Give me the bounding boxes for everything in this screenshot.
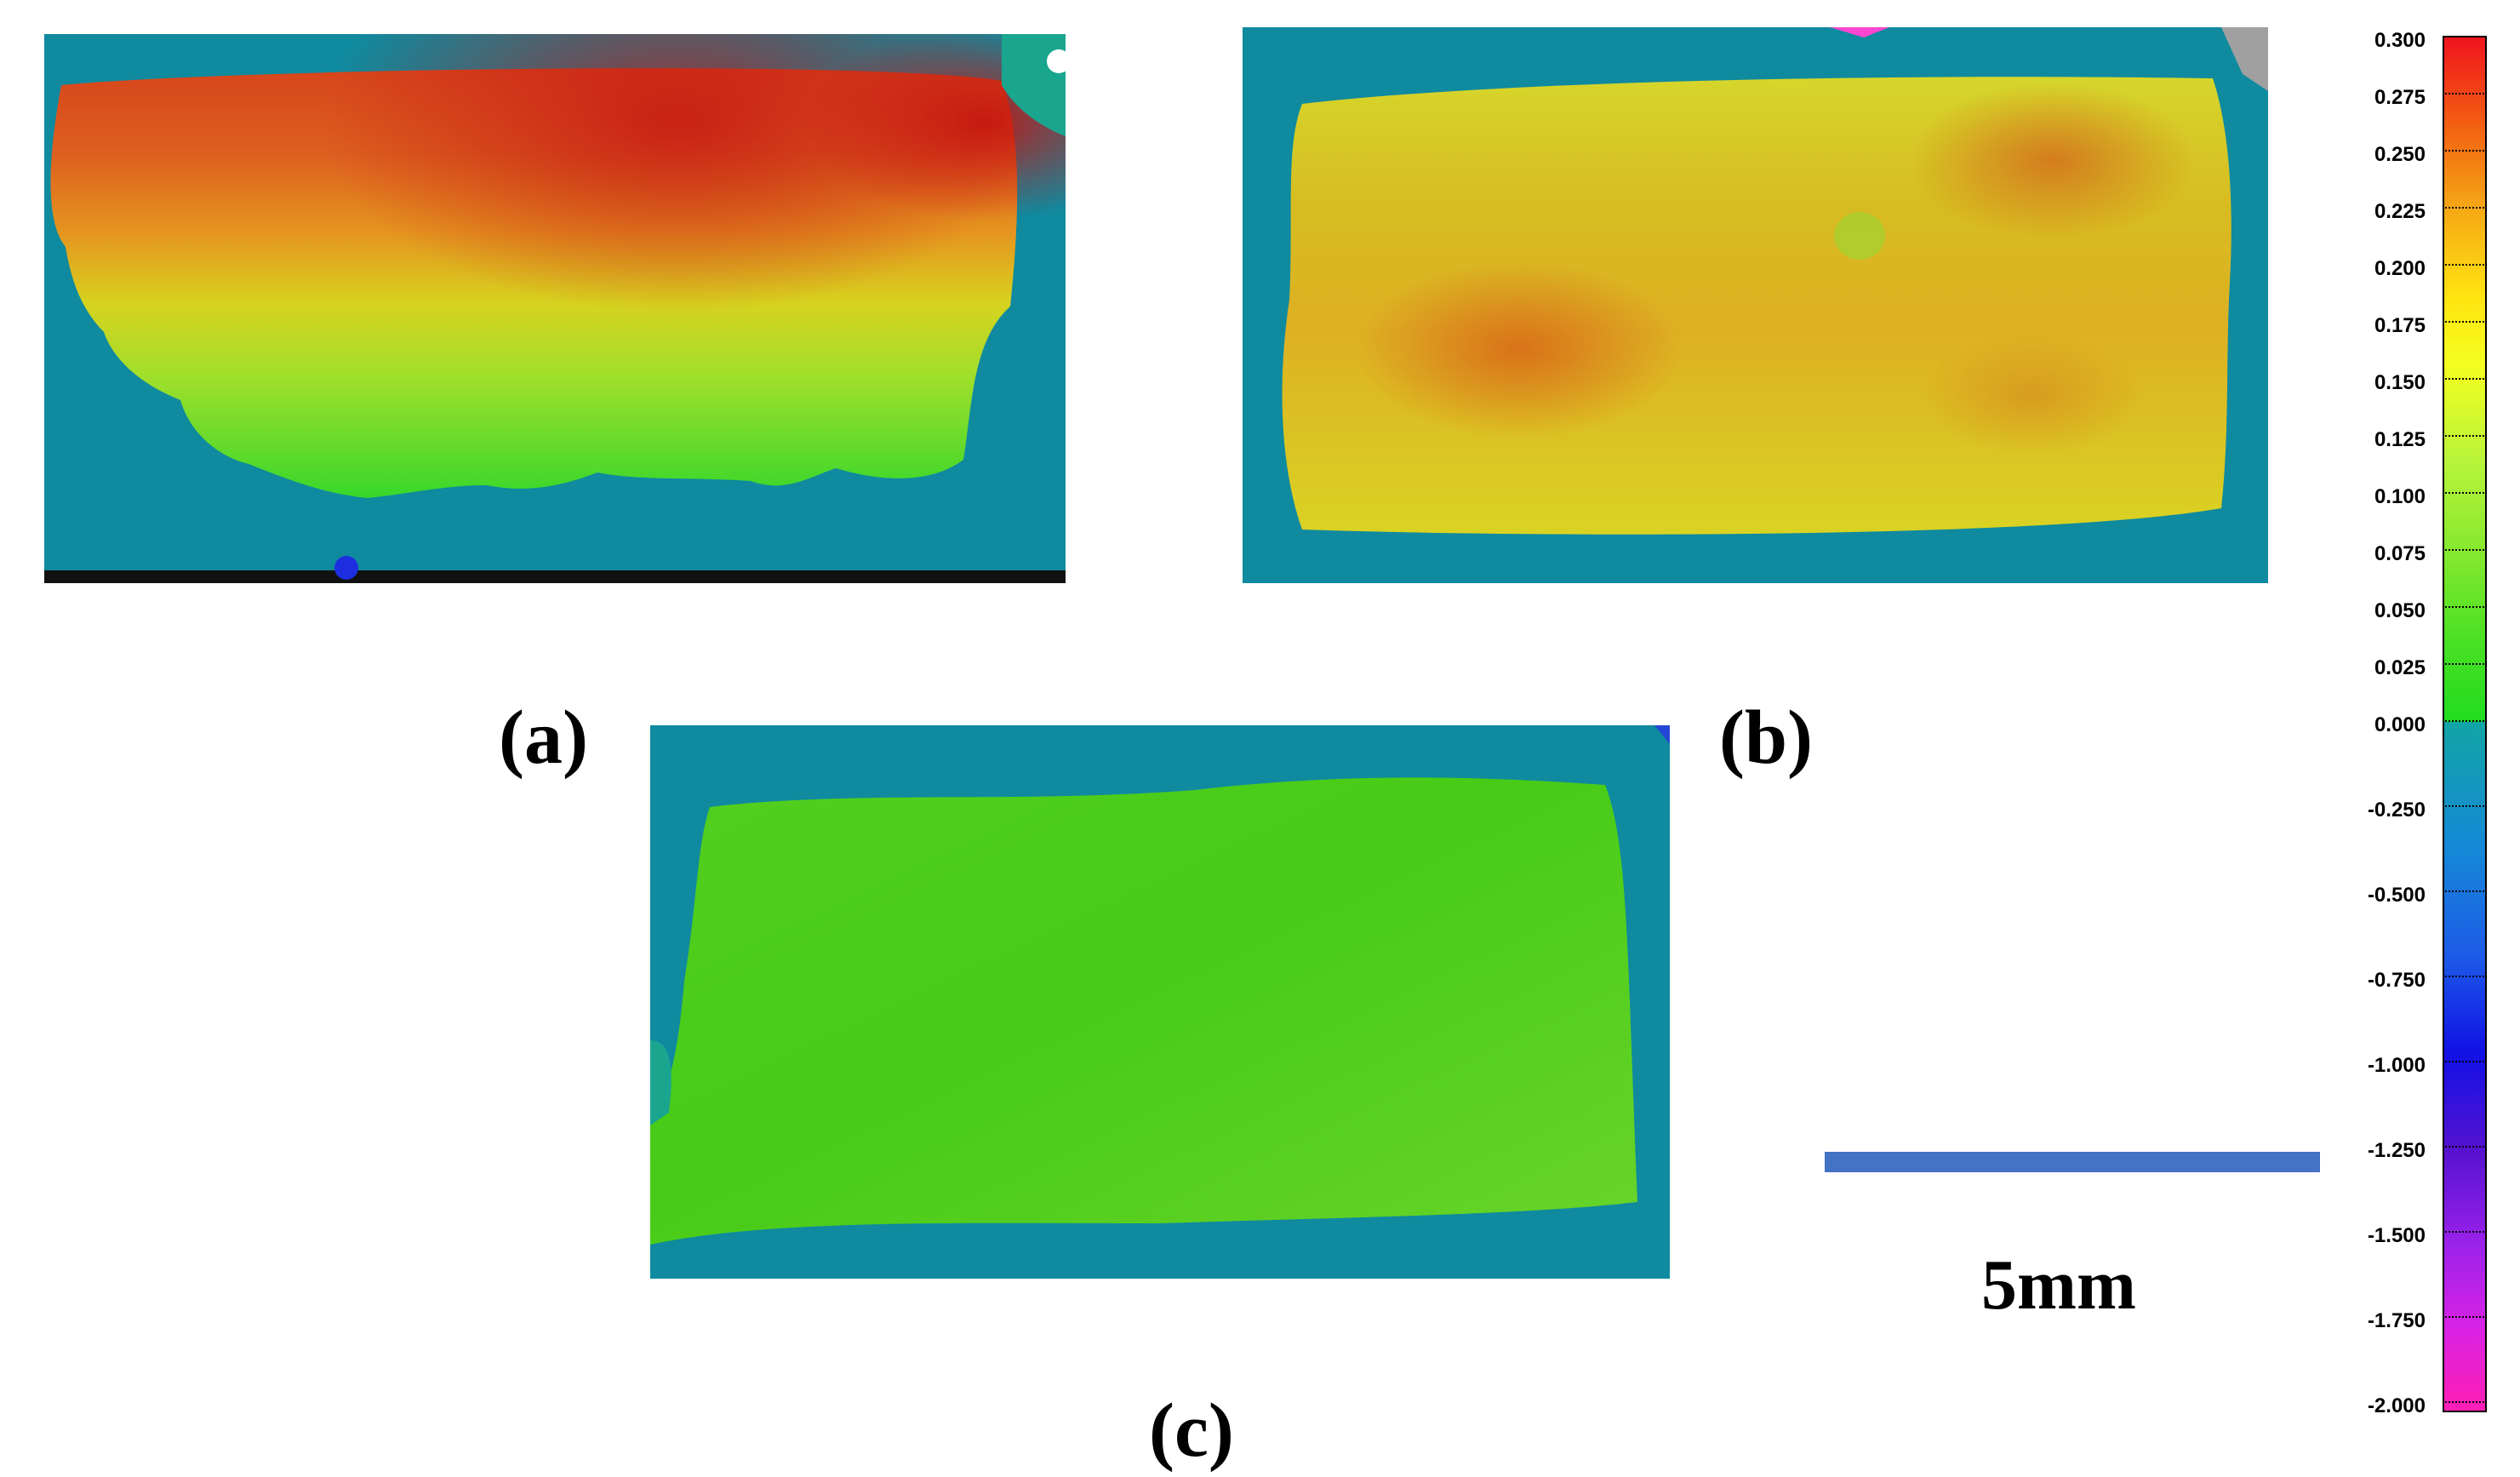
- colorbar-label: -1.000: [2367, 1054, 2426, 1077]
- colorbar-label: -2.000: [2367, 1394, 2426, 1417]
- colorbar-tick: [2443, 150, 2487, 152]
- colorbar-tick: [2443, 1401, 2487, 1403]
- scale-bar: [1825, 1152, 2320, 1172]
- map-c-graphic: [650, 725, 1670, 1279]
- map-panel-a: [44, 34, 1066, 583]
- colorbar-label: 0.250: [2374, 143, 2426, 166]
- colorbar-positive-range: [2444, 37, 2485, 722]
- colorbar-label: 0.125: [2374, 428, 2426, 451]
- colorbar-label: 0.000: [2374, 713, 2426, 736]
- colorbar-tick: [2443, 1231, 2487, 1233]
- colorbar-label: 0.150: [2374, 371, 2426, 394]
- panel-b-label: (b): [1719, 696, 1813, 780]
- colorbar-tick: [2443, 663, 2487, 665]
- colorbar-label: 0.050: [2374, 599, 2426, 622]
- colorbar-tick: [2443, 321, 2487, 323]
- colorbar-label: 0.225: [2374, 200, 2426, 223]
- map-b-graphic: [1243, 27, 2268, 583]
- panel-a-label: (a): [499, 696, 588, 780]
- colorbar-label: -0.750: [2367, 969, 2426, 992]
- colorbar-label: 0.200: [2374, 257, 2426, 280]
- colorbar-label: 0.100: [2374, 485, 2426, 508]
- colorbar-tick: [2443, 1316, 2487, 1318]
- colorbar-tick: [2443, 492, 2487, 494]
- colorbar-tick: [2443, 378, 2487, 380]
- colorbar-tick: [2443, 549, 2487, 551]
- colorbar-label: -0.500: [2367, 884, 2426, 907]
- colorbar-tick: [2443, 207, 2487, 209]
- colorbar-negative-range: [2444, 722, 2485, 1411]
- colorbar-tick: [2443, 93, 2487, 94]
- map-panel-b: [1243, 27, 2268, 583]
- map-panel-c: [650, 725, 1670, 1279]
- colorbar-label: -0.250: [2367, 799, 2426, 822]
- colorbar-tick: [2443, 606, 2487, 608]
- colorbar-tick: [2443, 435, 2487, 437]
- colorbar-labels: 0.300 0.275 0.250 0.225 0.200 0.175 0.15…: [2298, 0, 2426, 1477]
- colorbar-tick: [2443, 1146, 2487, 1148]
- colorbar-label: 0.075: [2374, 542, 2426, 565]
- colorbar-tick: [2443, 1061, 2487, 1062]
- map-a-graphic: [44, 34, 1066, 583]
- colorbar-tick: [2443, 264, 2487, 266]
- colorbar-label: -1.500: [2367, 1224, 2426, 1247]
- colorbar-label: -1.750: [2367, 1309, 2426, 1332]
- colorbar: [2443, 36, 2487, 1412]
- colorbar-tick: [2443, 805, 2487, 807]
- colorbar-tick: [2443, 976, 2487, 977]
- colorbar-label: 0.300: [2374, 29, 2426, 52]
- colorbar-label: 0.275: [2374, 86, 2426, 109]
- scale-bar-label: 5mm: [1981, 1245, 2136, 1325]
- colorbar-tick: [2443, 890, 2487, 892]
- colorbar-label: 0.025: [2374, 656, 2426, 679]
- colorbar-label: -1.250: [2367, 1139, 2426, 1162]
- colorbar-tick: [2443, 720, 2487, 722]
- colorbar-label: 0.175: [2374, 314, 2426, 337]
- colorbar-tick: [2443, 36, 2487, 37]
- panel-c-label: (c): [1149, 1388, 1234, 1473]
